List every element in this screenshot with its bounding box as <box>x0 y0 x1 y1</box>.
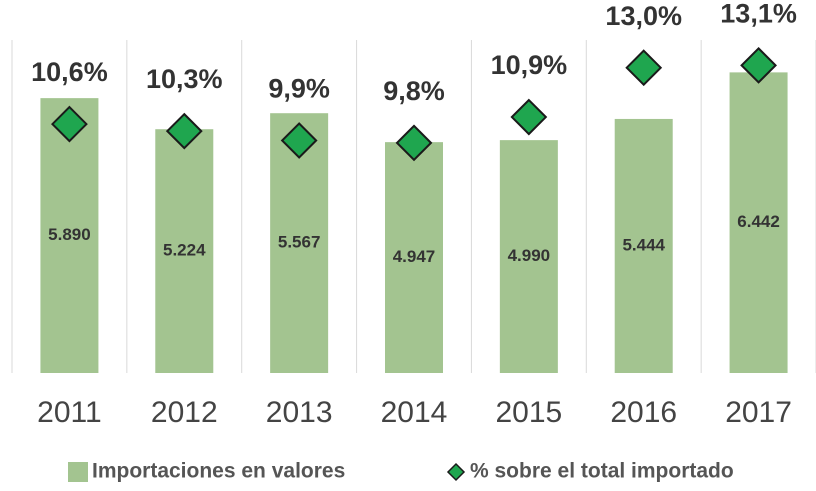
diamond-marker <box>740 46 777 84</box>
legend-label: % sobre el total importado <box>470 460 734 483</box>
bar-value-label: 5.224 <box>163 241 206 260</box>
x-tick-label: 2016 <box>610 396 677 429</box>
percent-label: 10,6% <box>31 57 108 87</box>
bar <box>385 142 443 373</box>
x-tick-label: 2015 <box>495 396 562 429</box>
diamond-marker <box>510 98 548 136</box>
percent-label: 13,0% <box>605 1 682 31</box>
percent-label: 10,3% <box>146 64 223 94</box>
bar <box>614 118 673 374</box>
legend-swatch <box>446 462 466 482</box>
x-tick-label: 2017 <box>725 396 792 429</box>
diamond-marker <box>165 112 203 150</box>
bar <box>729 72 788 373</box>
bar <box>499 140 558 373</box>
percent-label: 10,9% <box>491 50 568 80</box>
legend-swatch <box>68 462 88 482</box>
x-tick-label: 2013 <box>266 396 333 429</box>
x-tick-label: 2014 <box>381 396 448 429</box>
bar-value-label: 5.567 <box>278 233 321 252</box>
bar-value-label: 4.947 <box>393 247 436 266</box>
bar-value-label: 5.444 <box>622 235 665 254</box>
bar-value-label: 4.990 <box>508 246 551 265</box>
diamond-marker <box>395 124 433 162</box>
x-tick-label: 2011 <box>37 396 102 429</box>
bar <box>40 98 99 373</box>
percent-label: 13,1% <box>720 0 797 28</box>
diamond-marker <box>51 105 88 143</box>
bar <box>155 129 214 373</box>
percent-label: 9,9% <box>268 74 330 104</box>
legend-label: Importaciones en valores <box>92 460 345 483</box>
percent-label: 9,8% <box>383 76 445 106</box>
x-tick-label: 2012 <box>151 396 218 429</box>
bar-value-label: 6.442 <box>737 212 780 231</box>
diamond-marker <box>280 122 318 159</box>
diamond-marker <box>625 49 663 87</box>
bar-value-label: 5.890 <box>48 225 91 244</box>
